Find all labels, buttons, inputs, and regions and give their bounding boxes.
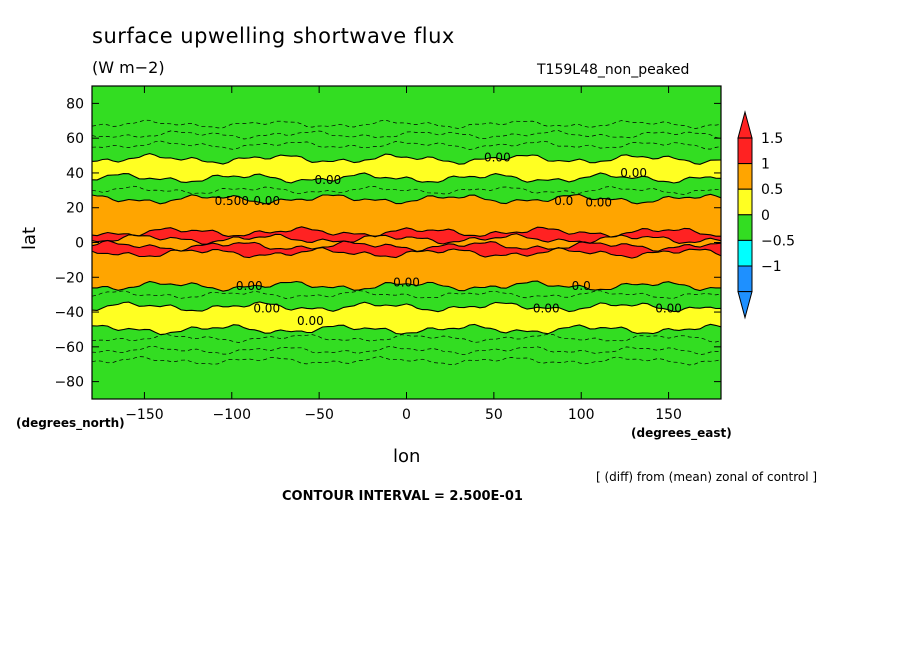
contour-label: 0.00 <box>253 194 280 208</box>
contour-band <box>92 324 721 399</box>
colorbar-arrow-top <box>737 110 753 139</box>
negative-contour-line <box>92 356 721 366</box>
x-tick-label: 100 <box>568 407 595 423</box>
contour-label: 0.00 <box>655 302 682 316</box>
negative-contour-line <box>92 290 721 299</box>
y-tick-label: −40 <box>54 305 84 321</box>
negative-contour-line <box>92 185 721 195</box>
contour-line <box>92 172 721 184</box>
colorbar-segment <box>737 137 753 165</box>
x-tick-label: 50 <box>485 407 503 423</box>
contour-label: 0.00 <box>484 150 511 164</box>
contour-band <box>92 226 721 245</box>
contour-band <box>92 247 721 292</box>
y-tick-label: 0 <box>75 236 84 252</box>
contour-label: 0.0 <box>554 194 573 208</box>
colorbar-segment <box>737 188 753 216</box>
chart-units: (W m−2) <box>92 58 165 77</box>
contour-label: 0.00 <box>297 314 324 328</box>
colorbar-label: −0.5 <box>761 233 795 249</box>
colorbar: 1.5 1 0.5 0 −0.5 −1 <box>737 110 795 320</box>
contour-label: 0.00 <box>533 302 560 316</box>
y-tick-label: 20 <box>66 201 84 217</box>
colorbar-segment <box>737 214 753 241</box>
contour-line <box>92 280 721 292</box>
y-tick-label: −80 <box>54 375 84 391</box>
chart-title: surface upwelling shortwave flux <box>92 24 455 48</box>
contour-interval: CONTOUR INTERVAL = 2.500E-01 <box>282 489 523 504</box>
x-axis-label: lon <box>393 446 421 467</box>
contour-line <box>92 301 721 313</box>
colorbar-label: −1 <box>761 259 782 275</box>
contour-label: 0.00 <box>393 275 420 289</box>
colorbar-arrow-bottom <box>737 291 753 320</box>
contour-band <box>92 86 721 165</box>
contour-line <box>92 323 721 336</box>
x-tick-label: −50 <box>304 407 334 423</box>
contour-label: 0.00 <box>585 196 612 210</box>
colorbar-label: 1 <box>761 157 770 173</box>
negative-contour-line <box>92 140 721 150</box>
x-tick-label: −100 <box>213 407 251 423</box>
axes: −150 −100 −50 0 50 100 150 80 60 40 20 0 −20 −40 −60 −8… <box>54 86 721 423</box>
negative-contour-line <box>92 333 721 343</box>
contour-label: 0.00 <box>315 173 342 187</box>
negative-contour-line <box>92 345 721 356</box>
y-tick-label: −20 <box>54 270 84 286</box>
y-tick-label: 80 <box>66 96 84 112</box>
colorbar-segment <box>737 239 753 267</box>
contour-band <box>92 153 721 183</box>
x-tick-label: 0 <box>402 407 411 423</box>
y-unit-label: (degrees_north) <box>16 416 125 430</box>
diff-note: [ (diff) from (mean) zonal of control ] <box>596 470 818 484</box>
contour-line <box>92 233 721 245</box>
x-tick-label: −150 <box>125 407 163 423</box>
negative-contour-line <box>92 119 721 129</box>
x-unit-label: (degrees_east) <box>631 426 732 440</box>
contour-line <box>92 239 721 252</box>
contour-labels: 0.000.00 0.000.500 0.00 0.0 0.000.00 0.00 0.00… <box>215 150 682 327</box>
filled-contours <box>92 86 721 399</box>
y-tick-label: 40 <box>66 166 84 182</box>
contour-label: 0.00 <box>236 279 263 293</box>
x-tick-label: 150 <box>655 407 682 423</box>
colorbar-segment <box>737 265 753 293</box>
contour-label: 0.00 <box>253 302 280 316</box>
contour-label: 0.500 <box>215 194 249 208</box>
run-label: T159L48_non_peaked <box>537 62 690 78</box>
contour-label: 0.00 <box>620 166 647 180</box>
contour-band <box>92 233 721 252</box>
contour-line <box>92 193 721 205</box>
colorbar-segment <box>737 163 753 190</box>
y-tick-label: 60 <box>66 131 84 147</box>
colorbar-label: 0.5 <box>761 182 783 198</box>
contour-lines <box>92 119 721 366</box>
contour-band <box>92 194 721 238</box>
contour-band <box>92 281 721 312</box>
colorbar-label: 0 <box>761 208 770 224</box>
contour-line <box>92 247 721 259</box>
contour-line <box>92 153 721 165</box>
contour-band <box>92 240 721 259</box>
negative-contour-line <box>92 130 721 140</box>
y-tick-label: −60 <box>54 340 84 356</box>
colorbar-label: 1.5 <box>761 131 783 147</box>
contour-label: 0.0 <box>572 279 591 293</box>
